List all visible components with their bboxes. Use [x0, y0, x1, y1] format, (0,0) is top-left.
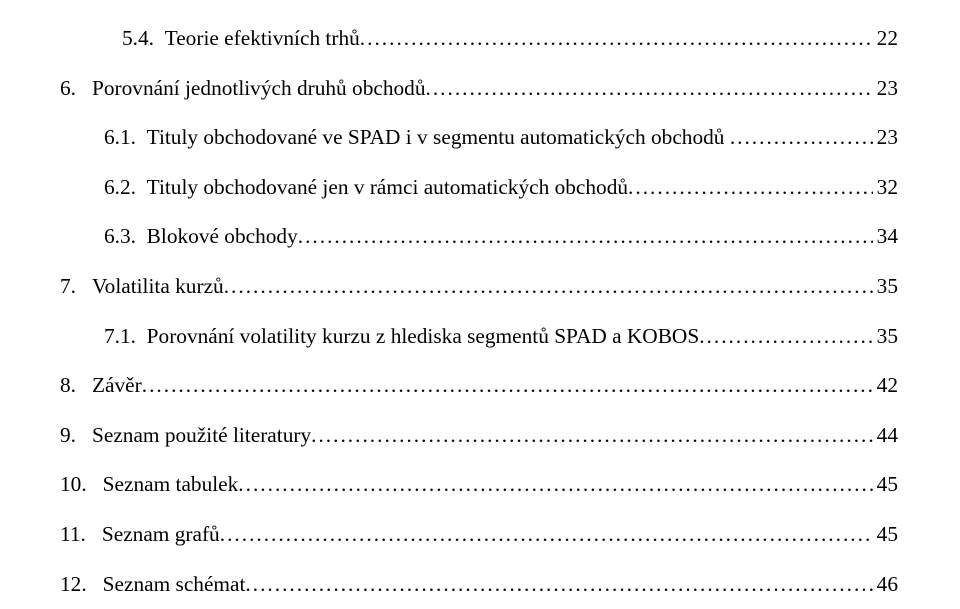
toc-leader	[360, 14, 873, 64]
toc-title: Seznam grafů	[86, 510, 220, 560]
toc-entry: 6.2. Tituly obchodované jen v rámci auto…	[60, 163, 898, 213]
toc-page-number: 35	[873, 262, 898, 312]
toc-leader	[142, 361, 873, 411]
toc-page-number: 35	[873, 312, 898, 362]
toc-leader	[426, 64, 873, 114]
toc-page-number: 45	[873, 460, 898, 510]
toc-leader	[298, 212, 873, 262]
toc-number: 6.3.	[104, 212, 136, 262]
toc-number: 7.1.	[104, 312, 136, 362]
toc-leader	[730, 113, 873, 163]
toc-title: Seznam použité literatury	[76, 411, 311, 461]
toc-title: Teorie efektivních trhů	[154, 14, 360, 64]
toc-page-number: 23	[873, 113, 898, 163]
toc-number: 7.	[60, 262, 76, 312]
toc-leader	[311, 411, 873, 461]
toc-page-number: 34	[873, 212, 898, 262]
toc-page-number: 44	[873, 411, 898, 461]
toc-title: Porovnání jednotlivých druhů obchodů	[76, 64, 426, 114]
toc-number: 9.	[60, 411, 76, 461]
toc-title: Volatilita kurzů	[76, 262, 224, 312]
toc-number: 6.	[60, 64, 76, 114]
toc-title: Tituly obchodované jen v rámci automatic…	[136, 163, 628, 213]
toc-leader	[238, 460, 872, 510]
toc-leader	[699, 312, 872, 362]
toc-number: 6.1.	[104, 113, 136, 163]
toc-leader	[220, 510, 873, 560]
toc-title: Seznam tabulek	[87, 460, 239, 510]
toc-leader	[224, 262, 873, 312]
toc-leader	[628, 163, 873, 213]
toc-entry: 7. Volatilita kurzů 35	[60, 262, 898, 312]
toc-title: Tituly obchodované ve SPAD i v segmentu …	[136, 113, 730, 163]
toc-number: 11.	[60, 510, 86, 560]
toc-entry: 8. Závěr 42	[60, 361, 898, 411]
toc-entry: 6. Porovnání jednotlivých druhů obchodů …	[60, 64, 898, 114]
toc-entry: 6.1. Tituly obchodované ve SPAD i v segm…	[60, 113, 898, 163]
toc-entry: 7.1. Porovnání volatility kurzu z hledis…	[60, 312, 898, 362]
toc-entry: 10. Seznam tabulek 45	[60, 460, 898, 510]
toc-page-number: 45	[873, 510, 898, 560]
toc-page-number: 32	[873, 163, 898, 213]
toc-page-number: 23	[873, 64, 898, 114]
toc-page-number: 42	[873, 361, 898, 411]
toc-number: 10.	[60, 460, 87, 510]
toc-entry: 11. Seznam grafů 45	[60, 510, 898, 560]
toc-entry: 6.3. Blokové obchody 34	[60, 212, 898, 262]
toc-number: 8.	[60, 361, 76, 411]
toc-page-number: 22	[873, 14, 898, 64]
toc-number: 6.2.	[104, 163, 136, 213]
toc-entry: 9. Seznam použité literatury 44	[60, 411, 898, 461]
toc-number: 5.4.	[122, 14, 154, 64]
toc-title: Závěr	[76, 361, 142, 411]
toc-title: Blokové obchody	[136, 212, 298, 262]
toc-title: Porovnání volatility kurzu z hlediska se…	[136, 312, 699, 362]
toc-entry: 5.4. Teorie efektivních trhů 22	[60, 14, 898, 64]
toc-page: 5.4. Teorie efektivních trhů 22 6. Porov…	[0, 0, 960, 609]
